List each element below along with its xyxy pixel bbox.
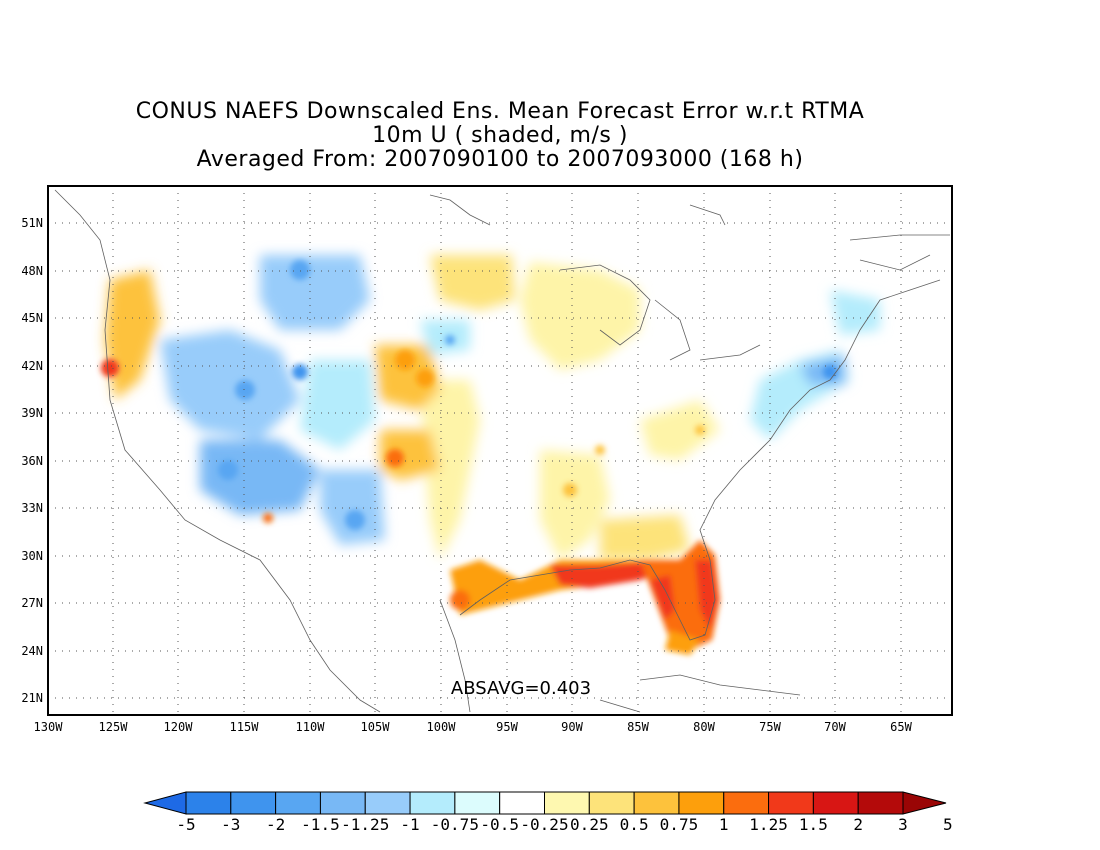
colorbar-label: -0.25 (520, 815, 568, 834)
lat-label: 21N (21, 691, 43, 705)
absavg-annotation: ABSAVG=0.403 (451, 678, 591, 699)
colorbar-arrow-right (902, 791, 947, 815)
colorbar-label: 0.25 (570, 815, 609, 834)
lat-label: 27N (21, 596, 43, 610)
colorbar-swatch (364, 791, 411, 815)
title-line-2: 10m U ( shaded, m/s ) (372, 123, 628, 148)
colorbar-swatch (812, 791, 859, 815)
colorbar-label: 3 (898, 815, 908, 834)
colorbar-swatch (768, 791, 814, 815)
error-shading (101, 255, 880, 655)
colorbar-label: -1.25 (341, 815, 389, 834)
colorbar-label: 1.25 (749, 815, 788, 834)
colorbar-swatch (678, 791, 725, 815)
lon-label: 75W (759, 720, 781, 734)
colorbar-label: 2 (853, 815, 863, 834)
lon-label: 95W (496, 720, 518, 734)
colorbar: -5 -3 -2 -1.5 -1.25 -1 -0.75 -0.5 -0.25 0.25 0.5 0.… (143, 791, 953, 834)
lat-label: 39N (21, 406, 43, 420)
lon-label: 105W (361, 720, 391, 734)
colorbar-label: -0.5 (480, 815, 519, 834)
lon-label: 130W (34, 720, 64, 734)
colorbar-label: 0.5 (620, 815, 649, 834)
lat-label: 51N (21, 216, 43, 230)
colorbar-swatch (185, 791, 232, 815)
colorbar-label: -2 (266, 815, 285, 834)
lat-label: 36N (21, 454, 43, 468)
colorbar-label: -1.5 (301, 815, 340, 834)
lat-label: 24N (21, 644, 43, 658)
lat-label: 30N (21, 549, 43, 563)
coastline-outlines (54, 189, 950, 713)
lon-label: 65W (890, 720, 912, 734)
lon-label: 110W (296, 720, 326, 734)
title-line-3: Averaged From: 2007090100 to 2007093000 … (196, 147, 804, 172)
map-title-block: CONUS NAEFS Downscaled Ens. Mean Forecas… (0, 100, 1000, 172)
colorbar-label: -1 (400, 815, 419, 834)
lon-label: 100W (427, 720, 457, 734)
lon-label: 80W (693, 720, 715, 734)
lon-label: 70W (824, 720, 846, 734)
colorbar-swatch (588, 791, 635, 815)
colorbar-swatch (319, 791, 366, 815)
colorbar-swatch (275, 791, 321, 815)
colorbar-label: -0.75 (431, 815, 479, 834)
colorbar-swatch (499, 791, 545, 815)
colorbar-swatch (454, 791, 501, 815)
colorbar-swatch (633, 791, 680, 815)
colorbar-label: -3 (221, 815, 240, 834)
colorbar-swatch (723, 791, 770, 815)
lat-label: 42N (21, 359, 43, 373)
lon-label: 125W (99, 720, 129, 734)
lat-axis: 51N 48N 45N 42N 39N 36N 33N 30N 27N 24N … (21, 216, 43, 705)
colorbar-arrow-left (143, 791, 187, 815)
colorbar-label: 1.5 (799, 815, 828, 834)
lat-label: 48N (21, 264, 43, 278)
colorbar-label: -5 (176, 815, 195, 834)
colorbar-swatch (230, 791, 277, 815)
lat-label: 33N (21, 501, 43, 515)
colorbar-label: 5 (943, 815, 953, 834)
lon-label: 90W (561, 720, 583, 734)
lon-label: 120W (164, 720, 194, 734)
colorbar-swatch (544, 791, 590, 815)
plot-frame (47, 185, 953, 716)
lon-axis: 130W 125W 120W 115W 110W 105W 100W 95W 9… (34, 720, 913, 734)
title-line-1: CONUS NAEFS Downscaled Ens. Mean Forecas… (135, 99, 865, 124)
lon-label: 85W (627, 720, 649, 734)
lon-label: 115W (230, 720, 260, 734)
colorbar-label: 0.75 (660, 815, 699, 834)
colorbar-swatch (857, 791, 904, 815)
colorbar-label: 1 (719, 815, 729, 834)
colorbar-swatch (409, 791, 456, 815)
lat-label: 45N (21, 311, 43, 325)
